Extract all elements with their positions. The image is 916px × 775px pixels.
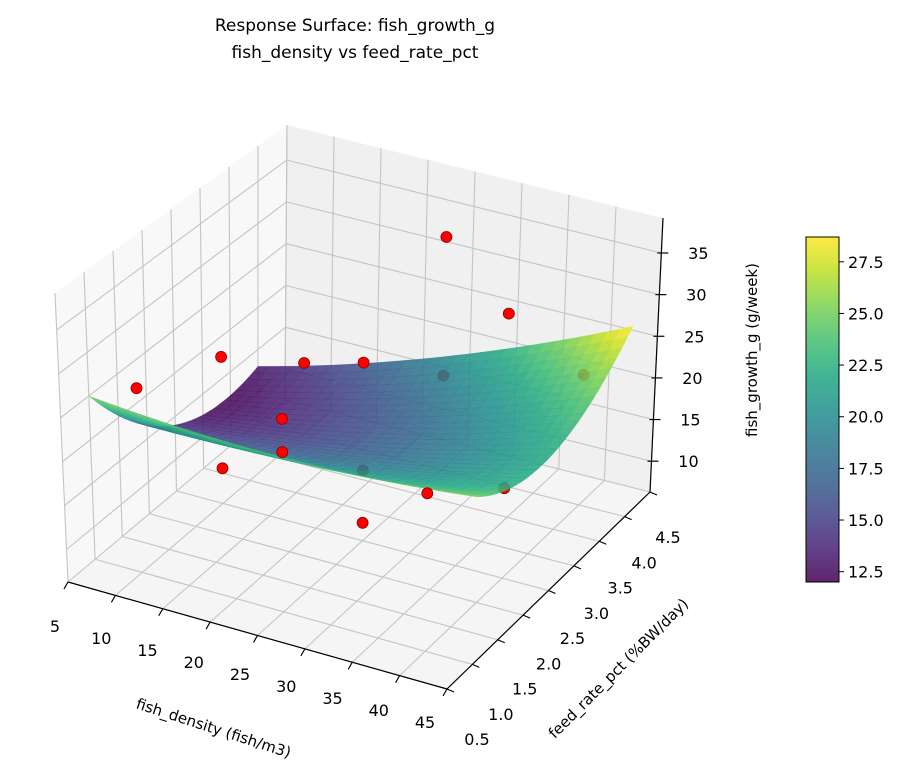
y-tick-mark — [497, 639, 505, 644]
data-point — [298, 357, 311, 369]
y-tick-mark — [446, 688, 455, 693]
response-surface — [88, 326, 634, 498]
left-gridline-y — [141, 229, 150, 514]
y-tick-mark — [522, 614, 531, 619]
x-tick-label: 30 — [276, 677, 296, 696]
left-gridline-y — [83, 271, 96, 560]
floor-gridline-y — [176, 490, 549, 592]
x-tick-label: 10 — [91, 629, 111, 648]
data-point — [216, 462, 229, 475]
surface-facet — [462, 494, 482, 498]
x-tick-mark — [442, 688, 448, 697]
colorbar-tick-label: 17.5 — [848, 459, 884, 478]
y-tick-mark — [573, 565, 582, 570]
floor-gridline-y — [203, 467, 575, 567]
y-tick-mark — [649, 491, 658, 496]
z-tick-label: 15 — [680, 411, 700, 430]
y-tick-label: 0.5 — [464, 730, 489, 749]
z-tick-label: 10 — [678, 452, 698, 471]
x-tick-mark — [347, 661, 353, 670]
left-gridline-y — [170, 208, 178, 492]
left-gridline-z — [58, 201, 287, 375]
tick-labels: 5 10 15 20 25 30 35 40 45 0.5 1.0 1.5 2.0 2.5 3.0 3.5 4.… — [50, 244, 709, 749]
x-tick-label: 20 — [184, 653, 204, 672]
z-tick-label: 25 — [684, 327, 704, 346]
y-tick-label: 3.5 — [608, 579, 633, 598]
y-tick-mark — [624, 516, 632, 521]
data-point — [130, 382, 143, 395]
x-tick-mark — [300, 648, 306, 657]
colorbar-tick-label: 20.0 — [848, 408, 884, 427]
chart-title-line-1: Response Surface: fish_growth_g — [215, 16, 495, 36]
colorbar-tick-label: 27.5 — [848, 253, 884, 272]
data-point — [502, 307, 515, 320]
data-point — [276, 446, 289, 459]
back-gridline-z — [286, 243, 658, 337]
chart-title-line-2: fish_density vs feed_rate_pct — [232, 43, 479, 63]
data-point — [421, 487, 434, 500]
x-tick-mark — [252, 635, 259, 643]
colorbar-frame — [805, 236, 840, 583]
x-tick-mark — [158, 608, 164, 617]
left-gridline-y — [284, 124, 288, 401]
data-point — [215, 350, 228, 363]
points-above-surface — [130, 231, 515, 529]
y-tick-mark — [599, 540, 607, 545]
data-point — [440, 231, 453, 243]
colorbar: 12.5 15.0 17.5 20.0 22.5 25.0 27.5 — [805, 236, 884, 583]
x-tick-label: 40 — [369, 701, 389, 720]
y-tick-label: 1.5 — [512, 680, 537, 699]
left-gridline-z — [60, 243, 287, 419]
y-tick-label: 1.0 — [488, 705, 513, 724]
x-axis-label: fish_density (fish/m3) — [134, 695, 294, 763]
z-tick-label: 30 — [686, 286, 706, 305]
z-axis-line — [649, 217, 664, 493]
data-point — [276, 412, 288, 425]
y-tick-label: 3.0 — [584, 604, 609, 623]
x-tick-mark — [395, 675, 401, 683]
x-tick-label: 25 — [230, 665, 250, 684]
x-tick-label: 35 — [322, 689, 342, 708]
x-tick-label: 45 — [415, 713, 435, 732]
back-gridline-z — [286, 201, 660, 296]
axis-lines — [63, 217, 669, 697]
colorbar-tick-label: 25.0 — [848, 304, 884, 323]
z-tick-label: 35 — [688, 244, 708, 263]
y-axis-label: feed_rate_pct (%BW/day) — [545, 595, 693, 743]
floor-gridline-y — [122, 535, 498, 641]
y-tick-mark — [472, 663, 480, 668]
colorbar-tick-label: 15.0 — [848, 511, 884, 530]
floor-gridline-y — [149, 513, 524, 616]
x-tick-mark — [110, 595, 116, 603]
left-gridline-z — [56, 159, 288, 331]
left-gridline-z — [62, 285, 287, 463]
left-gridline-z — [64, 326, 286, 507]
y-tick-mark — [548, 589, 556, 595]
colorbar-tick-label: 22.5 — [848, 356, 884, 375]
x-tick-label: 15 — [137, 641, 157, 660]
x-tick-mark — [205, 621, 211, 630]
y-tick-label: 4.5 — [655, 528, 680, 547]
y-tick-label: 2.0 — [536, 654, 561, 673]
colorbar-tick-label: 12.5 — [848, 563, 884, 582]
back-gridline-z — [286, 159, 662, 254]
y-tick-label: 2.5 — [560, 629, 585, 648]
x-tick-mark — [63, 581, 69, 590]
y-tick-label: 4.0 — [631, 553, 656, 572]
data-point — [357, 356, 370, 369]
left-gridline-y — [54, 292, 69, 583]
data-point — [356, 516, 369, 529]
colorbar-gradient — [806, 237, 839, 582]
left-gridline-y — [112, 250, 123, 537]
floor-gridline-y — [94, 558, 473, 665]
z-tick-label: 20 — [682, 369, 702, 388]
z-axis-label: fish_growth_g (g/week) — [743, 263, 762, 437]
x-tick-label: 5 — [50, 617, 60, 636]
